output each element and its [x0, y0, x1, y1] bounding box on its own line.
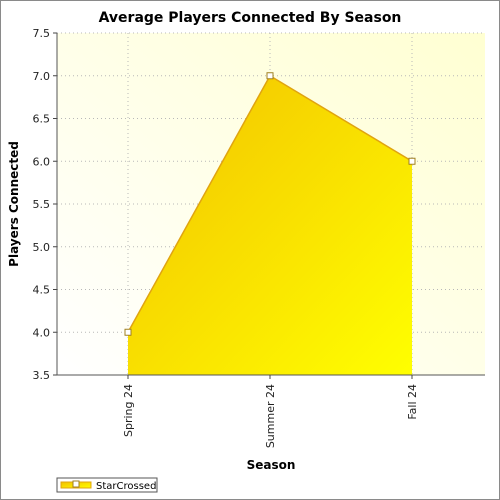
y-tick-label: 5.0 [33, 241, 51, 254]
data-point-marker [266, 72, 274, 80]
data-point-marker [124, 328, 132, 336]
axes [53, 32, 485, 379]
y-tick-label: 7.0 [33, 70, 51, 83]
series-area [124, 72, 416, 375]
chart-title: Average Players Connected By Season [99, 10, 402, 26]
area-fill [128, 75, 412, 375]
y-tick-label: 5.5 [33, 198, 51, 211]
y-axis-title: Players Connected [7, 141, 21, 267]
y-tick-label: 6.0 [33, 155, 51, 168]
x-tick-label: Fall 24 [406, 384, 419, 420]
legend-marker [72, 480, 80, 488]
legend: StarCrossed [56, 477, 158, 493]
y-tick-label: 3.5 [33, 369, 51, 382]
x-tick-label: Summer 24 [264, 384, 277, 448]
y-tick-label: 7.5 [33, 27, 51, 40]
data-point-marker [408, 157, 416, 165]
x-tick-labels: Spring 24 Summer 24 Fall 24 [122, 384, 419, 448]
x-axis-title: Season [247, 458, 296, 472]
y-tick-label: 4.5 [33, 284, 51, 297]
y-tick-label: 4.0 [33, 326, 51, 339]
x-tick-label: Spring 24 [122, 384, 135, 437]
y-tick-labels: 3.5 4.0 4.5 5.0 5.5 6.0 6.5 7.0 7.5 [33, 27, 51, 382]
legend-label: StarCrossed [96, 481, 156, 492]
y-tick-label: 6.5 [33, 113, 51, 126]
